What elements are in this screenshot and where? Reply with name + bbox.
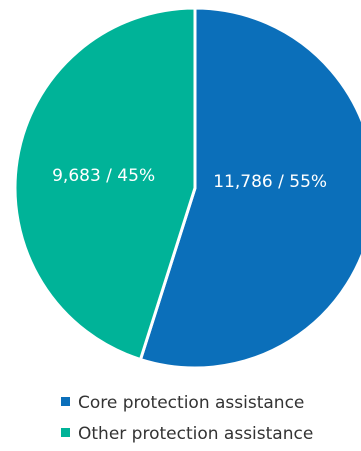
legend-swatch-other-protection bbox=[61, 428, 70, 437]
legend: Core protection assistance Other protect… bbox=[61, 388, 313, 450]
pie-chart: 11,786 / 55% 9,683 / 45% bbox=[13, 6, 361, 370]
pie-slices bbox=[13, 6, 361, 370]
legend-swatch-core-protection bbox=[61, 397, 70, 406]
slice-label-other-protection: 9,683 / 45% bbox=[52, 166, 155, 186]
legend-label-other-protection: Other protection assistance bbox=[78, 424, 314, 444]
slice-other-protection[interactable] bbox=[13, 6, 197, 362]
legend-item-other-protection[interactable]: Other protection assistance bbox=[61, 419, 313, 450]
legend-item-core-protection[interactable]: Core protection assistance bbox=[61, 388, 313, 419]
legend-label-core-protection: Core protection assistance bbox=[78, 393, 305, 413]
slice-label-core-protection: 11,786 / 55% bbox=[213, 172, 327, 192]
